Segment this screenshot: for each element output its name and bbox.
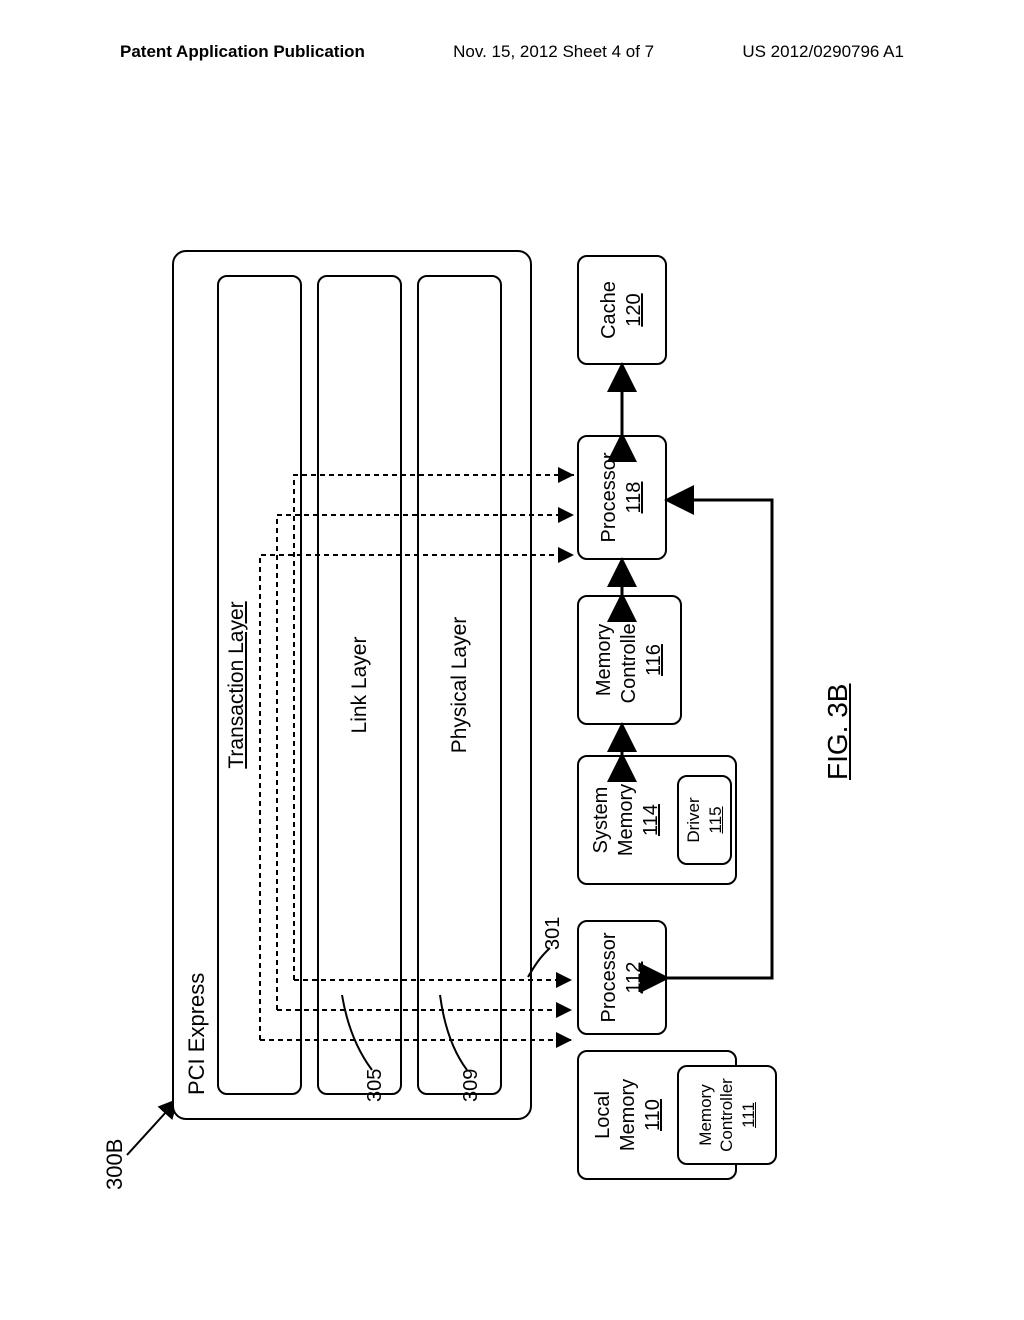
header-center: Nov. 15, 2012 Sheet 4 of 7 (453, 42, 654, 62)
header-left: Patent Application Publication (120, 42, 365, 62)
page-header: Patent Application Publication Nov. 15, … (0, 42, 1024, 62)
figure-caption: FIG. 3B (822, 684, 854, 780)
ref-300b: 300B (102, 1139, 128, 1190)
figure-stage: 300B PCI Express Transaction Layer Link … (132, 170, 892, 1210)
header-right: US 2012/0290796 A1 (742, 42, 904, 62)
solid-arrows (132, 170, 892, 1210)
